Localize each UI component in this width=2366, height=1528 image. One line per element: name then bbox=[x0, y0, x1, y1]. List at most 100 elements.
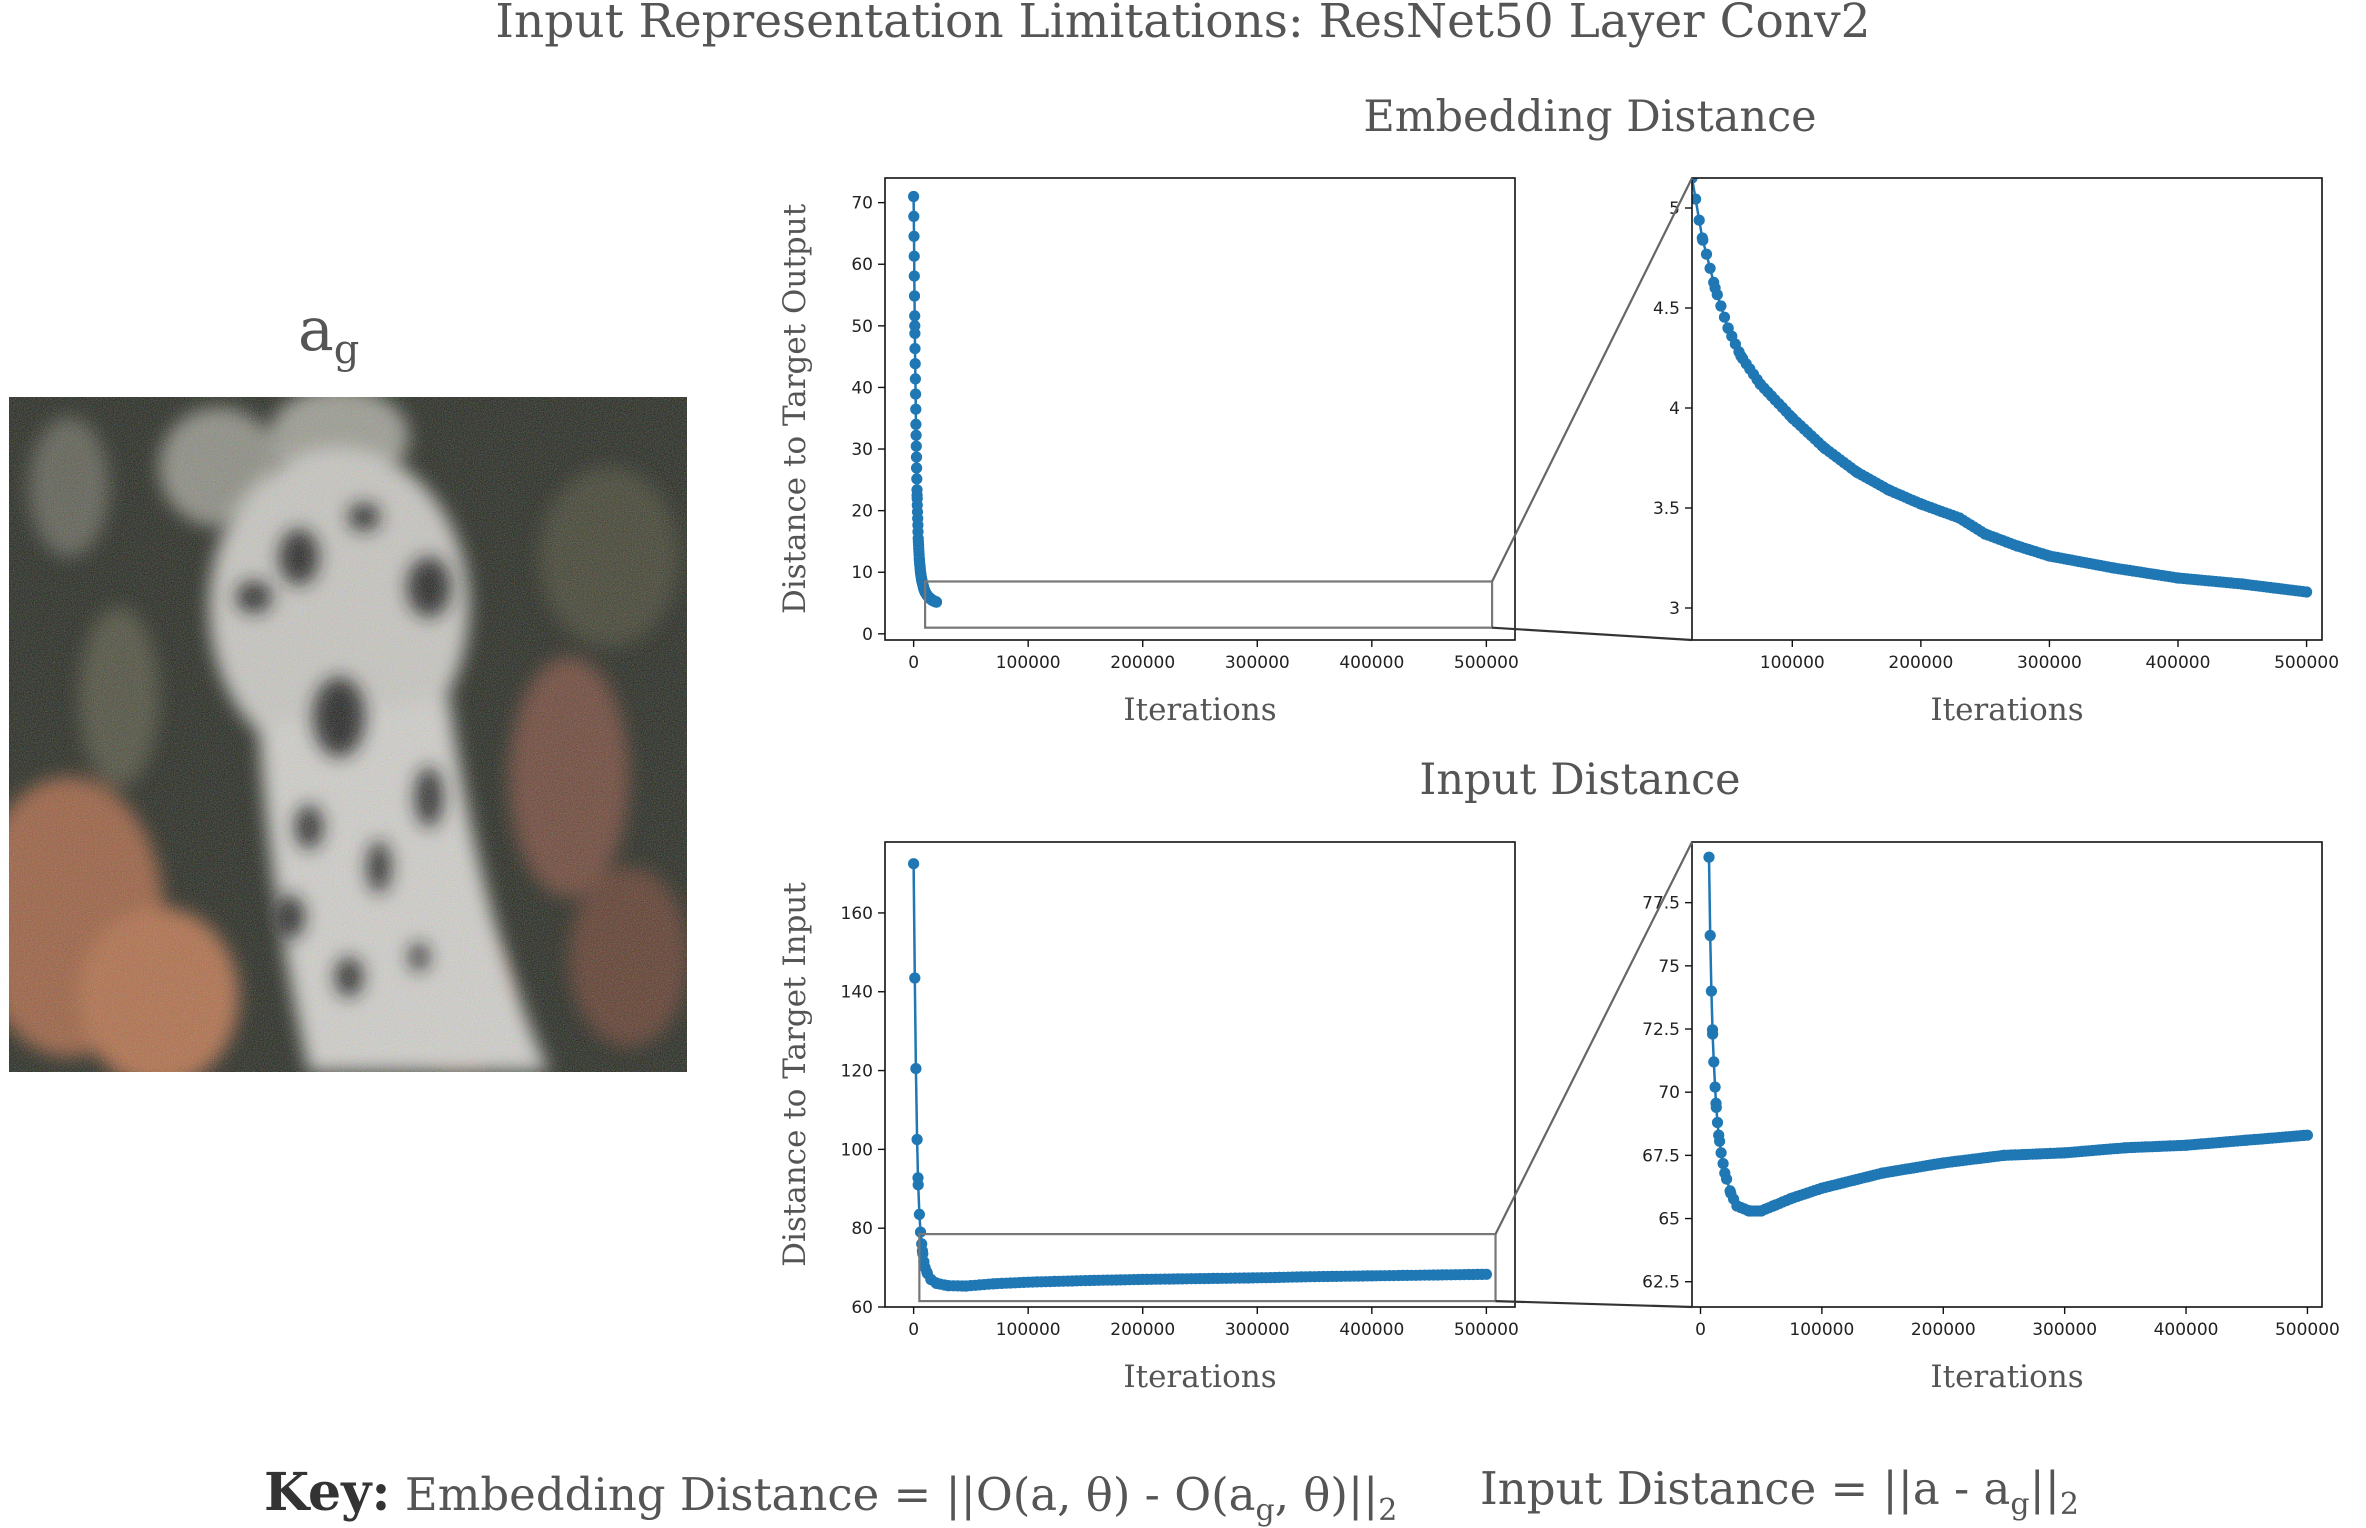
y-tick-label: 67.5 bbox=[1642, 1146, 1680, 1166]
connector-line bbox=[1491, 177, 1693, 582]
x-tick-label: 300000 bbox=[1225, 1320, 1290, 1340]
data-point bbox=[910, 451, 923, 463]
x-tick-label: 500000 bbox=[1454, 1320, 1519, 1340]
data-point bbox=[911, 462, 923, 474]
y-tick-label: 10 bbox=[851, 563, 873, 583]
key-embedding: Key: Embedding Distance = ||O(a, θ) - O(… bbox=[264, 1462, 1397, 1528]
y-tick-label: 4 bbox=[1669, 399, 1680, 419]
key-input-pre: Input Distance = ||a - a bbox=[1480, 1462, 2011, 1515]
x-tick-label: 100000 bbox=[996, 1320, 1061, 1340]
y-tick-label: 70 bbox=[851, 194, 873, 214]
x-tick-label: 100000 bbox=[1789, 1320, 1854, 1340]
data-point bbox=[1692, 178, 1698, 184]
y-tick-label: 60 bbox=[851, 255, 873, 275]
data-point bbox=[908, 230, 920, 242]
data-point bbox=[1721, 1173, 1733, 1185]
data-point bbox=[1717, 1158, 1729, 1170]
data-point bbox=[1697, 234, 1709, 246]
input-section-title: Input Distance bbox=[1419, 755, 1741, 805]
series-embed-zoom bbox=[1692, 178, 2313, 598]
x-axis-label: Iterations bbox=[1930, 692, 2083, 728]
x-tick-label: 0 bbox=[908, 653, 919, 673]
x-axis-label: Iterations bbox=[1930, 1359, 2083, 1395]
y-tick-label: 20 bbox=[851, 502, 873, 522]
data-point bbox=[1714, 1135, 1726, 1147]
x-tick-label: 400000 bbox=[2146, 653, 2211, 673]
x-tick-label: 400000 bbox=[1339, 1320, 1404, 1340]
data-point bbox=[1710, 1101, 1722, 1113]
data-point bbox=[910, 429, 922, 441]
dalmatian-image bbox=[9, 397, 687, 1072]
data-point bbox=[908, 250, 920, 262]
plot-frame bbox=[884, 177, 1516, 641]
inset-indicator-box bbox=[923, 580, 1494, 629]
inset-indicator-box bbox=[918, 1232, 1497, 1303]
data-point bbox=[910, 1063, 922, 1075]
data-point bbox=[1705, 985, 1717, 997]
y-axis-label: Distance to Target Output bbox=[777, 203, 813, 614]
data-point bbox=[909, 972, 921, 984]
data-point bbox=[1718, 311, 1731, 323]
plot-frame bbox=[1691, 841, 2323, 1308]
y-tick-label: 0 bbox=[862, 625, 873, 645]
key-embedding-post: , θ)|| bbox=[1274, 1468, 1379, 1521]
data-point bbox=[1715, 300, 1727, 312]
x-tick-label: 100000 bbox=[1760, 653, 1825, 673]
embedding-distance-full-chart: 0 100000 200000 300000 400000 500000 0 10 20 30 40… bbox=[777, 177, 1519, 728]
key-input-post: || bbox=[2029, 1462, 2060, 1515]
data-point bbox=[1704, 262, 1716, 274]
data-point bbox=[909, 310, 921, 322]
x-tick-label: 500000 bbox=[2274, 653, 2339, 673]
x-tick-label: 500000 bbox=[1454, 653, 1519, 673]
x-tick-label: 300000 bbox=[1225, 653, 1290, 673]
data-point bbox=[1707, 1028, 1719, 1040]
data-point bbox=[913, 1208, 925, 1220]
figure-title: Input Representation Limitations: ResNet… bbox=[495, 0, 1871, 49]
data-point bbox=[1703, 851, 1715, 863]
plot-frame bbox=[1691, 177, 2323, 641]
y-tick-label: 40 bbox=[851, 378, 873, 398]
x-tick-label: 300000 bbox=[2032, 1320, 2097, 1340]
data-point bbox=[930, 596, 943, 608]
data-point bbox=[908, 270, 920, 282]
data-point bbox=[2301, 586, 2313, 598]
y-tick-label: 120 bbox=[841, 1062, 873, 1082]
series-input-full bbox=[908, 858, 1492, 1292]
x-tick-label: 0 bbox=[908, 1320, 919, 1340]
data-point bbox=[1692, 193, 1702, 205]
data-point bbox=[908, 858, 920, 870]
x-tick-label: 200000 bbox=[1110, 653, 1175, 673]
y-tick-label: 65 bbox=[1658, 1210, 1680, 1230]
embedding-distance-zoom-chart: 100000 200000 300000 400000 500000 3 3.5 4 4.5 5 I… bbox=[1653, 177, 2339, 728]
x-axis-label: Iterations bbox=[1123, 1359, 1276, 1395]
data-point bbox=[1480, 1268, 1492, 1280]
key-input-sub2: 2 bbox=[2059, 1487, 2079, 1522]
x-tick-label: 300000 bbox=[2017, 653, 2082, 673]
data-point bbox=[908, 210, 920, 222]
image-label: ag bbox=[298, 295, 359, 373]
data-point bbox=[910, 403, 922, 415]
plot-frame bbox=[884, 841, 1516, 1308]
embedding-section-title: Embedding Distance bbox=[1363, 92, 1817, 142]
y-tick-label: 5 bbox=[1669, 199, 1680, 219]
y-tick-label: 4.5 bbox=[1653, 299, 1680, 319]
data-point bbox=[910, 418, 922, 430]
y-axis-label: Distance to Target Input bbox=[777, 882, 813, 1267]
data-point bbox=[1693, 214, 1705, 226]
key-embedding-pre: Embedding Distance = ||O(a, θ) - O(a bbox=[404, 1468, 1256, 1521]
x-tick-label: 200000 bbox=[1888, 653, 1953, 673]
connector-line bbox=[1494, 841, 1693, 1235]
y-tick-label: 30 bbox=[851, 440, 873, 460]
data-point bbox=[909, 373, 921, 385]
y-tick-label: 70 bbox=[1658, 1083, 1680, 1103]
y-tick-label: 3 bbox=[1669, 599, 1680, 619]
key-bold: Key: bbox=[264, 1462, 391, 1523]
y-tick-label: 60 bbox=[851, 1298, 873, 1318]
y-tick-label: 140 bbox=[841, 983, 873, 1003]
data-point bbox=[1708, 1056, 1720, 1068]
x-tick-label: 500000 bbox=[2275, 1320, 2340, 1340]
y-tick-label: 75 bbox=[1658, 957, 1680, 977]
data-point bbox=[1704, 929, 1716, 942]
y-tick-label: 62.5 bbox=[1642, 1273, 1680, 1293]
